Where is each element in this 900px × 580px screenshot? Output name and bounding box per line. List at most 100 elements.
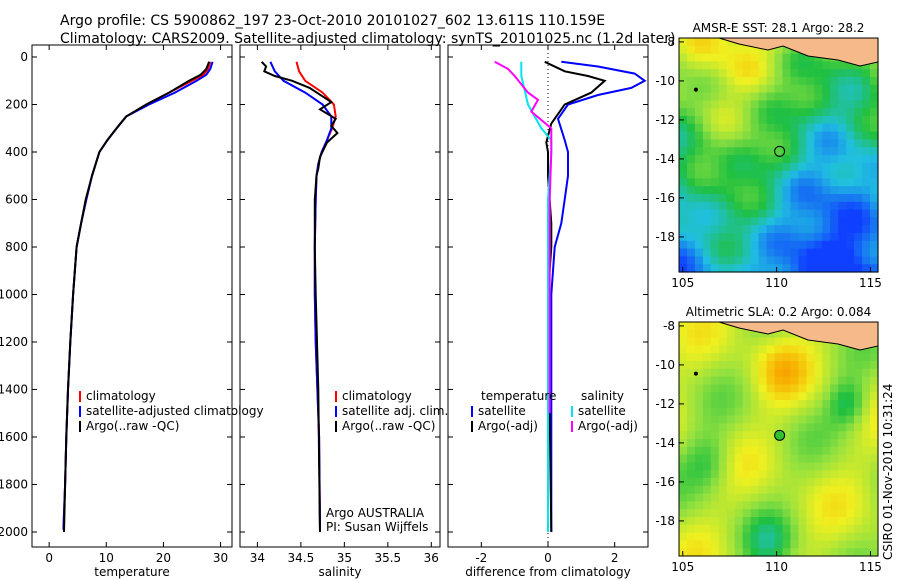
map-cell bbox=[718, 392, 728, 401]
map-cell bbox=[742, 485, 752, 495]
map-cell bbox=[710, 407, 720, 417]
map-cell bbox=[694, 147, 704, 156]
map-cell bbox=[726, 217, 736, 226]
map-cell bbox=[750, 194, 760, 203]
map-cell bbox=[702, 446, 712, 456]
map-cell bbox=[726, 540, 736, 549]
map-cell bbox=[822, 501, 831, 510]
map-cell bbox=[734, 53, 744, 62]
map-cell bbox=[750, 548, 760, 557]
map-cell bbox=[830, 548, 839, 557]
y-tick-label: 1800 bbox=[0, 478, 28, 492]
map-cell bbox=[862, 233, 871, 242]
map-cell bbox=[750, 116, 760, 125]
map-cell bbox=[734, 100, 744, 109]
map-cell bbox=[798, 233, 807, 242]
map-cell bbox=[838, 384, 847, 393]
map-cell bbox=[742, 345, 752, 354]
map-cell bbox=[679, 532, 688, 541]
map-cell bbox=[830, 439, 839, 448]
map-cell bbox=[846, 264, 855, 273]
map-cell bbox=[687, 69, 696, 78]
map-cell bbox=[838, 147, 847, 156]
map-cell bbox=[710, 392, 720, 401]
map-cell bbox=[806, 361, 815, 370]
map-cell bbox=[838, 108, 847, 117]
map-cell bbox=[679, 61, 688, 70]
map-cell bbox=[750, 100, 760, 109]
map-cell bbox=[766, 116, 776, 125]
map-cell bbox=[718, 407, 728, 417]
map-cell bbox=[806, 493, 815, 502]
map-cell bbox=[766, 337, 776, 346]
map-cell bbox=[718, 517, 728, 526]
map-cell bbox=[710, 162, 720, 172]
map-cell bbox=[870, 61, 879, 70]
map-cell bbox=[734, 446, 744, 456]
map-cell bbox=[758, 501, 768, 510]
map-cell bbox=[742, 376, 752, 385]
map-cell bbox=[710, 462, 720, 471]
map-cell bbox=[814, 225, 823, 234]
map-cell bbox=[734, 264, 744, 273]
map-cell bbox=[774, 225, 784, 234]
map-cell bbox=[718, 462, 728, 471]
map-cell bbox=[718, 329, 728, 339]
map-cell bbox=[782, 446, 792, 456]
map-cell bbox=[782, 501, 792, 510]
map-cell bbox=[798, 100, 807, 109]
map-cell bbox=[870, 256, 879, 265]
map-cell bbox=[790, 431, 799, 440]
map-cell bbox=[822, 353, 831, 362]
map-cell bbox=[687, 407, 696, 417]
map-cell bbox=[742, 84, 752, 94]
map-cell bbox=[694, 532, 704, 541]
map-cell bbox=[838, 407, 847, 417]
map-cell bbox=[846, 84, 855, 94]
map-cell bbox=[830, 170, 839, 179]
map-cell bbox=[774, 139, 784, 148]
map-cell bbox=[679, 147, 688, 156]
map-cell bbox=[862, 478, 871, 487]
map-cell bbox=[782, 233, 792, 242]
map-cell bbox=[702, 53, 712, 62]
map-cell bbox=[710, 201, 720, 211]
map-cell bbox=[710, 139, 720, 148]
map-cell bbox=[750, 92, 760, 101]
map-cell bbox=[734, 92, 744, 101]
map-cell bbox=[694, 376, 704, 385]
map-cell bbox=[774, 178, 784, 187]
map-cell bbox=[742, 337, 752, 346]
map-cell bbox=[838, 186, 847, 195]
map-cell bbox=[838, 217, 847, 226]
map-cell bbox=[718, 337, 728, 346]
map-cell bbox=[726, 100, 736, 109]
map-cell bbox=[718, 53, 728, 62]
map-cell bbox=[679, 201, 688, 211]
map-cell bbox=[687, 38, 696, 47]
map-cell bbox=[710, 186, 720, 195]
map-cell bbox=[718, 446, 728, 456]
map-cell bbox=[687, 217, 696, 226]
map-cell bbox=[814, 84, 823, 94]
map-cell bbox=[774, 462, 784, 471]
map-cell bbox=[790, 69, 799, 78]
map-cell bbox=[758, 439, 768, 448]
map-cell bbox=[830, 353, 839, 362]
map-cell bbox=[782, 170, 792, 179]
map-cell bbox=[742, 446, 752, 456]
map-cell bbox=[782, 264, 792, 273]
map-cell bbox=[774, 131, 784, 140]
map-cell bbox=[726, 415, 736, 424]
map-cell bbox=[694, 493, 704, 502]
map-cell bbox=[774, 53, 784, 62]
map-cell bbox=[766, 485, 776, 495]
map-cell bbox=[870, 264, 879, 273]
map-cell bbox=[782, 384, 792, 393]
map-cell bbox=[726, 256, 736, 265]
y-tick-label: 600 bbox=[5, 193, 28, 207]
map-cell bbox=[718, 69, 728, 78]
map-cell bbox=[766, 454, 776, 463]
map-cell bbox=[710, 240, 720, 250]
map-cell bbox=[830, 92, 839, 101]
